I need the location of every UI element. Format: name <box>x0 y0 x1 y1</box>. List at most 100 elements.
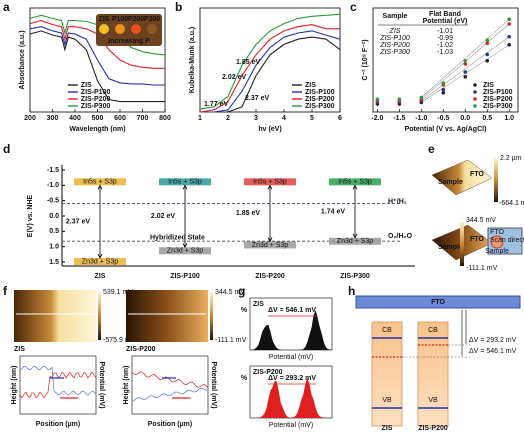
scale-label: 344.5 mV <box>215 289 245 296</box>
legend-label: ZIS-P300 <box>483 103 513 110</box>
band-label: VB <box>428 397 438 404</box>
schematic-sample <box>490 235 504 249</box>
legend-label: ZIS-P100 <box>81 89 111 96</box>
x-tick-label: 0.0 <box>460 115 470 122</box>
histogram <box>250 310 332 350</box>
table-header: Sample <box>383 13 408 20</box>
y-tick-label: 0.5 <box>49 228 59 235</box>
schematic-label: FTO <box>490 229 504 236</box>
arrow-head <box>97 184 103 259</box>
y-tick-label: 1.5 <box>49 259 59 266</box>
y-tick-label: 1.0 <box>49 244 59 251</box>
table-cell: -0.99 <box>437 35 453 42</box>
data-point <box>507 17 512 22</box>
plot-frame <box>199 7 341 113</box>
column-name: ZIS-P300 <box>340 273 370 280</box>
annotation: 2.37 eV <box>245 95 269 102</box>
data-point <box>441 91 446 95</box>
legend-label: ZIS-P300 <box>81 103 111 110</box>
sample-name: ZIS <box>14 346 25 353</box>
y2-axis-label: Potential (mV) <box>98 361 105 408</box>
data-point <box>485 59 490 63</box>
dv-label: ΔV = 546.1 mV <box>469 348 517 355</box>
panel-label: d <box>3 142 10 156</box>
y-axis-label: Kubelka-Munk (a.u.) <box>189 27 196 94</box>
y-tick-label: -1.5 <box>47 167 59 174</box>
y-tick-label: -1.0 <box>47 182 59 189</box>
y-axis-label: C⁻² (10⁹ F⁻²) <box>362 39 369 80</box>
legend-label: ZIS-P100 <box>483 89 513 96</box>
x-tick-label: 5 <box>310 115 314 122</box>
y-tick-label: -0.5 <box>47 198 59 205</box>
x-tick-label: 400 <box>69 115 81 122</box>
column-name: ZIS-P200 <box>418 425 448 432</box>
data-point <box>485 38 490 42</box>
sample-dot <box>115 24 125 34</box>
x-axis-label: hν (eV) <box>258 126 281 133</box>
data-point <box>485 52 490 57</box>
height-profile <box>19 371 97 399</box>
data-point <box>507 22 512 26</box>
x-tick-label: 1.0 <box>504 115 514 122</box>
data-point <box>441 81 446 85</box>
x-tick-label: -0.5 <box>437 115 449 122</box>
sample-name: ZIS-P200 <box>126 346 156 353</box>
x-axis-label: Wavelength (nm) <box>69 126 125 133</box>
series-line <box>199 24 340 113</box>
annotation: 1.85 eV <box>236 59 260 66</box>
x-tick-label: 3 <box>254 115 258 122</box>
data-point <box>485 41 490 45</box>
x-axis-label: Potential (mV) <box>269 422 313 429</box>
legend-marker <box>473 104 477 108</box>
panel-label: a <box>3 0 10 14</box>
colorbar <box>460 222 464 266</box>
sample-dot <box>131 24 141 34</box>
afm-surface <box>431 159 493 196</box>
inset-label: P300 <box>144 16 160 23</box>
x-tick-label: 1 <box>198 115 202 122</box>
panel-label: c <box>350 0 357 14</box>
legend-label: ZIS-P200 <box>81 96 111 103</box>
gap-label: 1.85 eV <box>236 210 260 217</box>
y-axis-label: E(V) vs. NHE <box>27 194 34 237</box>
column-name: ZIS <box>95 273 106 280</box>
vb-band <box>159 247 211 255</box>
table-cell: ZIS-P200 <box>379 42 410 49</box>
arrow-head <box>182 184 188 249</box>
cb-band <box>159 178 211 186</box>
scale-label: -664.1 mV <box>499 200 524 207</box>
series-line <box>29 19 165 69</box>
x-axis-label: Potential (mV) <box>269 354 313 361</box>
fit-line <box>421 18 510 98</box>
region-label: Sample <box>438 244 463 251</box>
legend-marker <box>473 83 477 87</box>
x-axis-label: Position (µm) <box>148 421 192 428</box>
table-header: Flat Band <box>429 11 461 18</box>
scale-label: -575.9 mV <box>103 337 136 344</box>
colorbar <box>210 292 213 340</box>
data-point <box>375 97 380 101</box>
hybrid-label: Hybridized State <box>150 234 205 241</box>
data-point <box>507 43 512 47</box>
annotation: 1.77 eV <box>204 101 228 108</box>
y-axis-label: % <box>241 375 248 382</box>
legend-label: ZIS-P200 <box>305 96 335 103</box>
arrow-head <box>267 184 273 243</box>
column-name: ZIS-P200 <box>255 273 285 280</box>
data-point <box>507 35 512 39</box>
vb-band <box>329 237 381 245</box>
band-label: Zn3d + S3p <box>82 258 118 265</box>
band-label: In5s + S3p <box>253 179 287 186</box>
y-axis-label: Height (nm) <box>11 366 18 405</box>
x-axis-label: Position (µm) <box>36 421 80 428</box>
table-cell: -1.02 <box>437 42 453 49</box>
x-tick-label: 0.5 <box>482 115 492 122</box>
series-line <box>199 13 341 110</box>
x-tick-label: -1.5 <box>393 115 405 122</box>
band-label: CB <box>382 327 392 334</box>
region-label: Sample <box>438 179 463 186</box>
vb-band <box>74 258 126 266</box>
y-tick-label: 0.0 <box>49 213 59 220</box>
series-line <box>200 36 341 113</box>
ref-label: O₂/H₂O <box>388 233 413 240</box>
